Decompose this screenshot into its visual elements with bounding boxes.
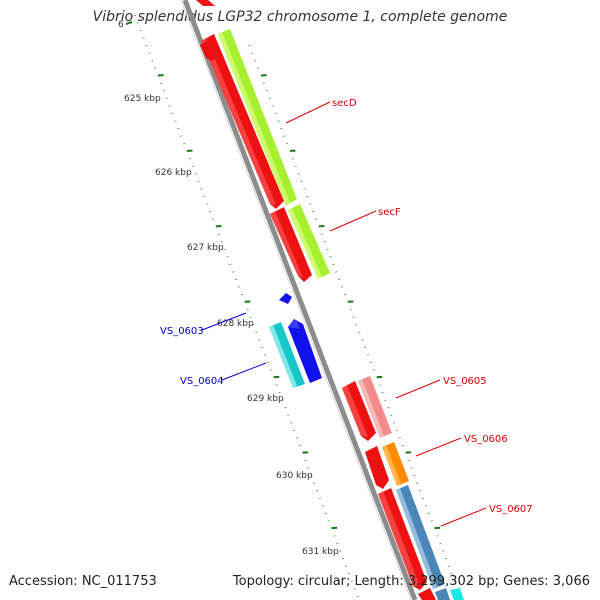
ruler-label: 627 kbp xyxy=(187,243,224,253)
chromosome-backbone xyxy=(180,0,418,600)
ruler-label: 631 kbp xyxy=(302,547,339,557)
gene-arrow-partial-bottom[interactable] xyxy=(418,588,436,600)
gene-arrow-vs0607-highlight xyxy=(378,491,420,586)
gene-label-vs0603[interactable]: VS_0603 xyxy=(160,326,204,337)
gene-label-vs0604[interactable]: VS_0604 xyxy=(180,376,224,387)
gene-label-vs0607[interactable]: VS_0607 xyxy=(489,504,533,515)
gene-label-vs0605[interactable]: VS_0605 xyxy=(443,376,487,387)
feature-band-secf[interactable] xyxy=(288,204,330,279)
gene-arrow-vs0605-highlight xyxy=(342,385,368,437)
feature-band-vs0607-highlight xyxy=(396,488,437,589)
ruler-label-partial: 6 xyxy=(118,20,124,30)
map-title: Vibrio splendidus LGP32 chromosome 1, co… xyxy=(92,9,508,25)
genome-summary-text: Topology: circular; Length: 3,299,302 bp… xyxy=(232,574,590,589)
gene-arrow-vs0604-highlight xyxy=(288,319,300,329)
ruler-label: 630 kbp xyxy=(276,471,313,481)
gene-arrow-vs0604[interactable] xyxy=(288,319,322,383)
gene-arrow-secd-highlight xyxy=(201,38,276,205)
gene-label-secd[interactable]: secD xyxy=(332,98,357,109)
gene-arrow-partial-top[interactable] xyxy=(196,0,215,6)
accession-text: Accession: NC_011753 xyxy=(9,574,157,589)
ruler-label: 629 kbp xyxy=(247,394,284,404)
ruler-label: 625 kbp xyxy=(124,94,161,104)
ruler-label: 626 kbp xyxy=(155,168,192,178)
gene-label-secf[interactable]: secF xyxy=(378,207,401,218)
gene-arrow-vs0603[interactable] xyxy=(279,293,292,304)
feature-band-secf-highlight xyxy=(288,208,322,279)
feature-band-partial-bottom-steel xyxy=(435,588,450,600)
feature-band-vs0605-highlight xyxy=(358,379,384,438)
feature-band-partial-bottom-cyan xyxy=(450,588,464,600)
ruler-label: 628 kbp xyxy=(217,319,254,329)
feature-band-secd-highlight xyxy=(218,32,290,206)
gene-arrow-small-top[interactable] xyxy=(200,38,219,61)
tick-dots xyxy=(133,14,462,598)
ruler: 6 625 kbp 626 kbp 627 kbp 628 kbp 629 kb… xyxy=(118,20,339,557)
feature-band-vs0604-highlight xyxy=(269,325,297,388)
feature-band-vs0606-highlight xyxy=(382,445,401,486)
gene-arrow-vs0606[interactable] xyxy=(365,446,389,489)
gene-arrow-secf-highlight xyxy=(270,211,303,278)
gene-label-vs0606[interactable]: VS_0606 xyxy=(464,434,508,445)
